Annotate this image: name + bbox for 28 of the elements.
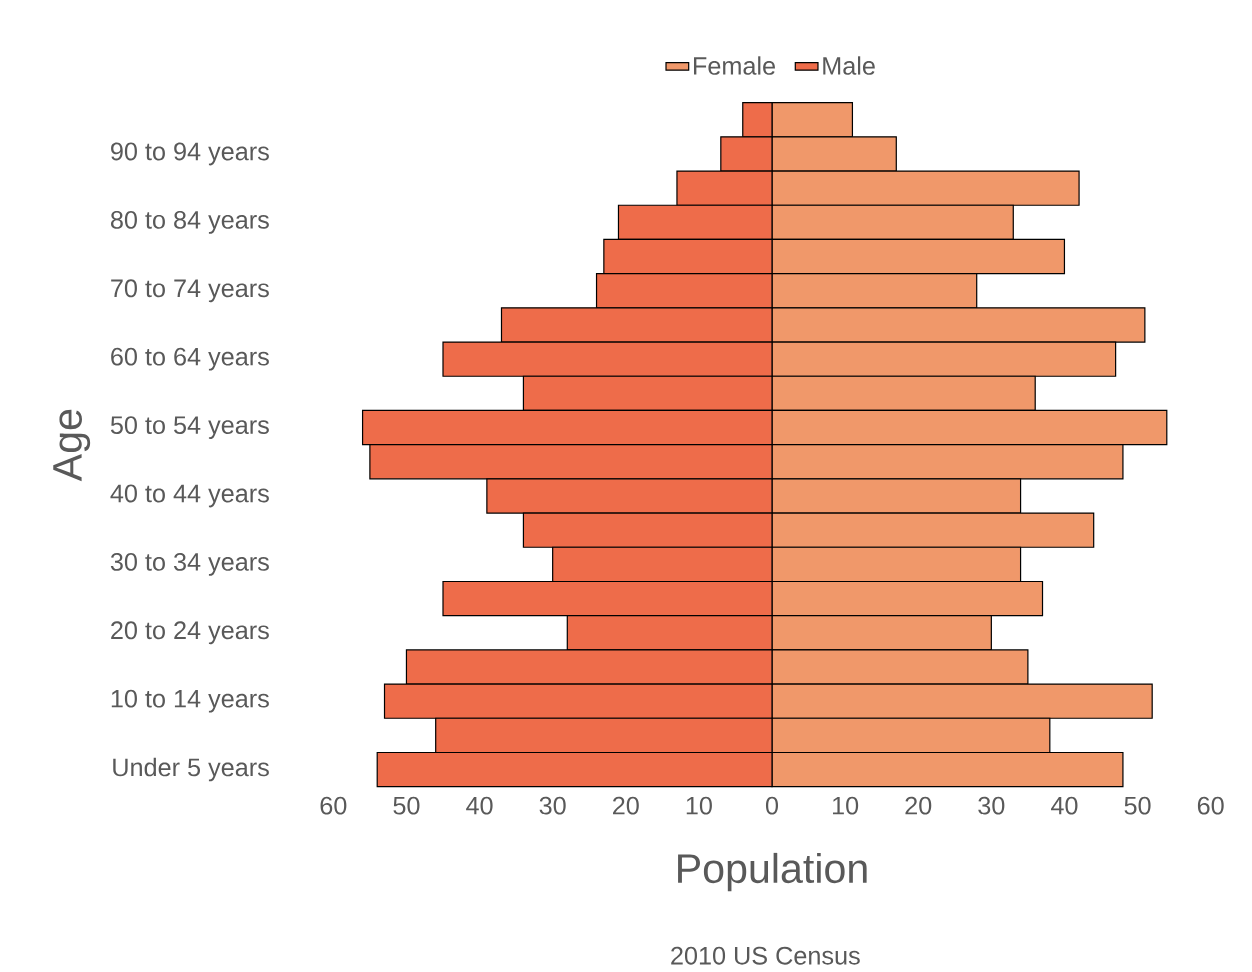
- x-tick-label: 50: [1124, 796, 1151, 815]
- x-tick-label: 40: [466, 796, 493, 815]
- x-tick-label: 20: [613, 796, 639, 815]
- x-axis-title: Population: [678, 852, 867, 892]
- legend-label: Male: [823, 56, 875, 75]
- y-tick-label: 70 to 74 years: [111, 279, 269, 303]
- y-tick-label: 90 to 94 years: [111, 142, 269, 166]
- legend-label: Female: [694, 56, 775, 75]
- y-tick-label: Under 5 years: [113, 757, 269, 782]
- y-tick-label: 30 to 34 years: [110, 552, 269, 576]
- y-tick-label: 10 to 14 years: [111, 689, 269, 713]
- x-tick-label: 40: [1051, 796, 1078, 815]
- y-tick-label: 60 to 64 years: [111, 347, 269, 371]
- x-tick-label: 30: [539, 796, 566, 815]
- x-tick-label: 0: [765, 796, 779, 815]
- y-tick-label: 80 to 84 years: [110, 210, 269, 234]
- x-tick-label: 20: [905, 796, 932, 815]
- x-tick-label: 60: [1197, 796, 1224, 815]
- y-axis-title: Age: [53, 409, 91, 482]
- x-tick-label: 10: [832, 796, 859, 815]
- x-tick-label: 60: [320, 796, 347, 815]
- x-tick-label: 50: [393, 796, 420, 815]
- x-tick-label: 30: [978, 796, 1005, 815]
- y-tick-label: 20 to 24 years: [111, 621, 269, 645]
- x-tick-label: 10: [686, 796, 712, 815]
- y-tick-label: 50 to 54 years: [110, 416, 269, 439]
- text: 2010 US Census: [671, 946, 860, 965]
- y-tick-label: 40 to 44 years: [110, 484, 269, 508]
